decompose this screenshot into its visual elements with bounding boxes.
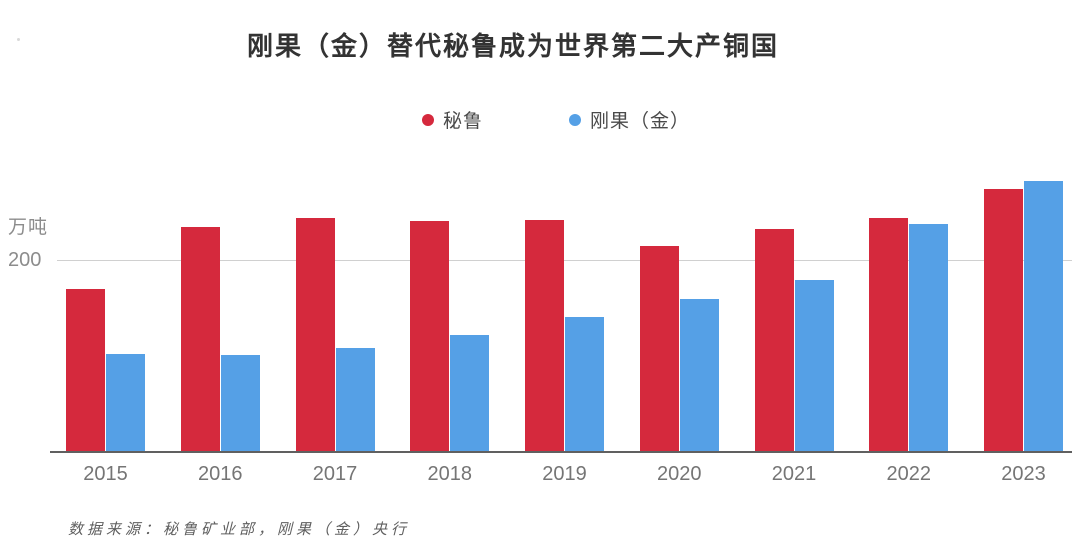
stray-mark <box>17 38 20 41</box>
bar-刚果（金）-2016 <box>220 355 260 451</box>
bar-秘鲁-2018 <box>410 221 450 451</box>
bar-秘鲁-2019 <box>525 220 564 451</box>
legend-dot-drc-icon <box>569 113 581 126</box>
bar-刚果（金）-2017 <box>335 348 375 451</box>
x-tick-2021: 2021 <box>771 463 817 485</box>
bar-秘鲁-2023 <box>984 189 1023 451</box>
bar-group-2016 <box>180 227 260 451</box>
bar-刚果（金）-2022 <box>909 224 949 451</box>
legend-label-drc: 刚果（金） <box>590 111 691 132</box>
plot-area: 万吨 200 <box>0 150 1080 453</box>
bar-group-2019 <box>525 220 604 451</box>
x-tick-2018: 2018 <box>427 463 473 485</box>
legend-item-drc: 刚果（金） <box>569 106 690 133</box>
bar-刚果（金）-2021 <box>794 280 834 451</box>
bar-秘鲁-2021 <box>754 229 794 451</box>
bar-秘鲁-2022 <box>869 218 909 451</box>
bar-group-2021 <box>754 229 834 451</box>
x-tick-2015: 2015 <box>83 463 128 485</box>
x-axis-labels: 2015 2016 2017 2018 2019 2020 2021 2022 2023 <box>66 463 1063 486</box>
bar-秘鲁-2015 <box>66 289 105 451</box>
bar-刚果（金）-2015 <box>106 354 145 451</box>
bar-秘鲁-2016 <box>180 227 220 451</box>
bar-刚果（金）-2020 <box>679 299 719 451</box>
bar-秘鲁-2017 <box>295 218 335 451</box>
bar-刚果（金）-2018 <box>450 335 490 451</box>
x-tick-2023: 2023 <box>1001 463 1046 485</box>
bar-秘鲁-2020 <box>639 246 679 451</box>
source-note: 数据来源：秘鲁矿业部，刚果（金）央行 <box>68 522 411 538</box>
gridline-200 <box>57 260 1072 261</box>
bar-刚果（金）-2019 <box>565 317 604 451</box>
x-tick-2017: 2017 <box>312 463 358 485</box>
x-tick-2020: 2020 <box>657 463 702 485</box>
bar-group-2015 <box>66 289 145 451</box>
bar-group-2018 <box>410 221 490 451</box>
chart-title: 刚果（金）替代秘鲁成为世界第二大产铜国 <box>246 31 779 61</box>
bars-area <box>66 151 1063 451</box>
bar-刚果（金）-2023 <box>1024 181 1063 451</box>
bar-group-2023 <box>984 181 1063 451</box>
bar-group-2022 <box>869 218 949 451</box>
legend-dot-peru-icon <box>421 113 434 126</box>
legend: 秘鲁 刚果（金） <box>16 106 1080 133</box>
y-axis-tick-200: 200 <box>8 249 42 271</box>
x-axis-line <box>50 451 1072 453</box>
legend-item-peru: 秘鲁 <box>421 106 483 133</box>
x-tick-2022: 2022 <box>886 463 932 485</box>
bar-group-2017 <box>295 218 375 451</box>
x-tick-2016: 2016 <box>198 463 243 485</box>
x-tick-2019: 2019 <box>542 463 587 485</box>
bar-group-2020 <box>639 246 719 451</box>
legend-label-peru: 秘鲁 <box>442 111 483 132</box>
y-axis-unit-label: 万吨 <box>8 217 49 238</box>
